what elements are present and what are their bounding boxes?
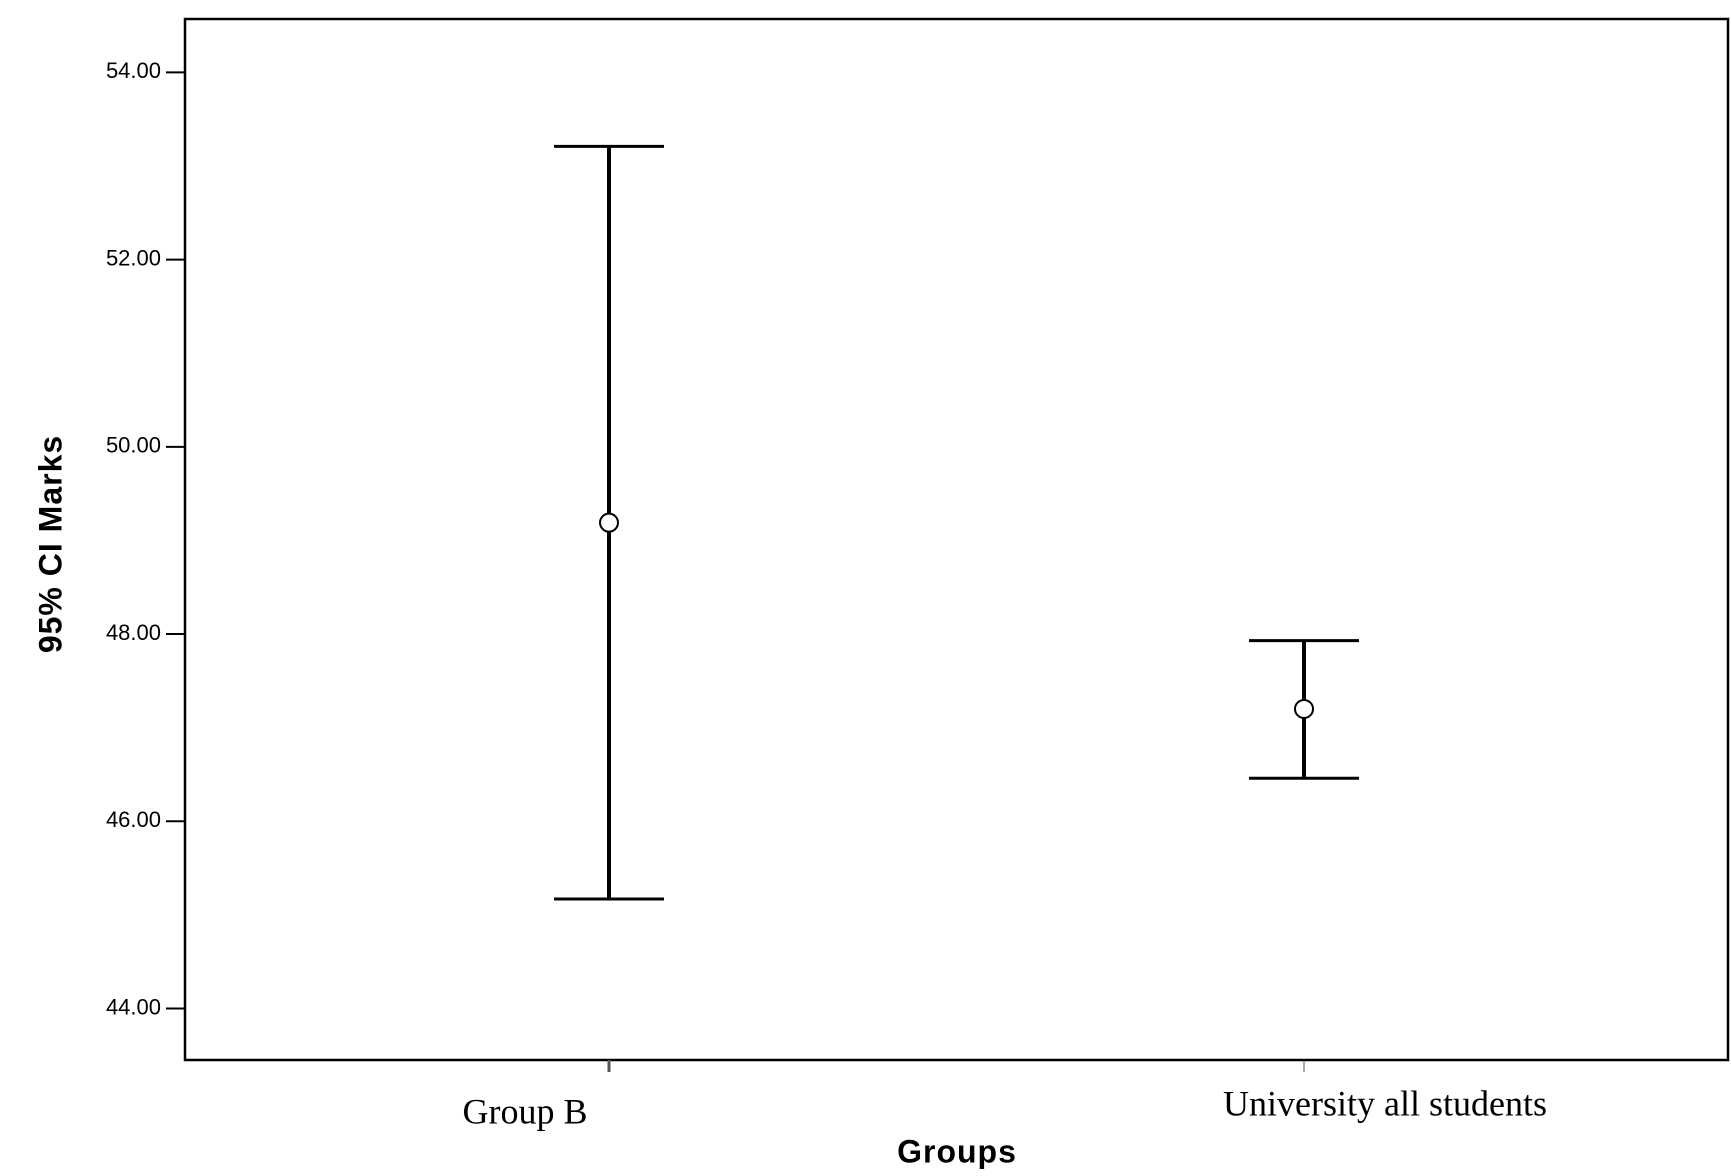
x-axis-title: Groups [897, 1133, 1017, 1169]
mean-point [1294, 698, 1314, 719]
plot-frame [183, 17, 1730, 1062]
x-tick-label: Group B [463, 1091, 588, 1131]
y-tick-label: 54.00 [106, 58, 161, 83]
y-tick-label: 52.00 [106, 245, 161, 270]
y-tick-label: 50.00 [106, 433, 161, 458]
y-axis-title: 95% CI Marks [32, 435, 68, 653]
mean-point [599, 512, 619, 533]
y-tick-label: 46.00 [106, 807, 161, 832]
y-tick-label: 44.00 [106, 994, 161, 1019]
x-tick-label: University all students [1223, 1083, 1547, 1123]
y-tick-label: 48.00 [106, 620, 161, 645]
